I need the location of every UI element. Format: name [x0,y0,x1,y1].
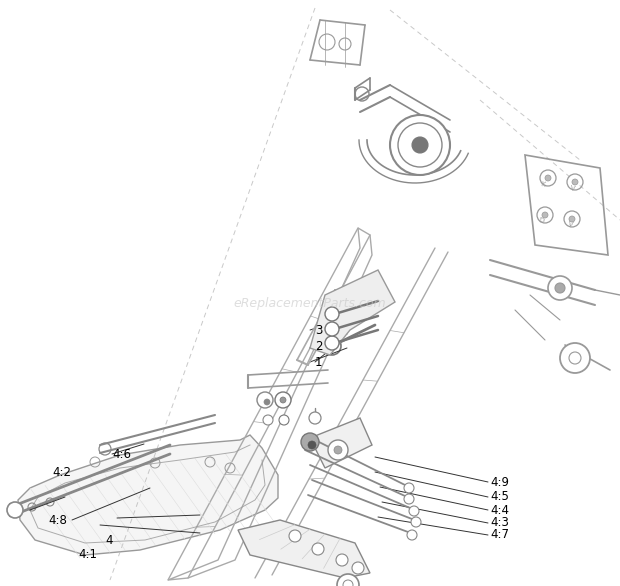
Circle shape [301,433,319,451]
Text: 4:5: 4:5 [490,490,509,503]
Text: 4:4: 4:4 [490,503,509,516]
Circle shape [324,326,340,342]
Text: 3: 3 [315,323,322,336]
Circle shape [337,574,359,586]
Polygon shape [310,418,372,468]
Circle shape [279,415,289,425]
Circle shape [569,216,575,222]
Circle shape [560,343,590,373]
Circle shape [398,123,442,167]
Circle shape [390,115,450,175]
Circle shape [264,399,270,405]
Circle shape [404,483,414,493]
Circle shape [409,506,419,516]
Circle shape [545,175,551,181]
Text: 4:8: 4:8 [48,513,67,526]
Circle shape [572,179,578,185]
Circle shape [275,392,291,408]
Circle shape [280,397,286,403]
Polygon shape [18,435,278,555]
Circle shape [7,502,23,518]
Text: V: V [570,185,576,192]
Text: 1: 1 [315,356,322,369]
Circle shape [257,392,273,408]
Circle shape [334,446,342,454]
Circle shape [325,307,339,321]
Circle shape [569,352,581,364]
Circle shape [289,530,301,542]
Circle shape [312,543,324,555]
Circle shape [325,322,339,336]
Polygon shape [310,270,395,355]
Text: V: V [568,221,574,227]
Circle shape [542,212,548,218]
Circle shape [411,517,421,527]
Text: 4:1: 4:1 [78,548,97,561]
Text: 4:9: 4:9 [490,475,509,489]
Circle shape [343,580,353,586]
Circle shape [325,336,339,350]
Text: 4:6: 4:6 [112,448,131,461]
Circle shape [548,276,572,300]
Circle shape [328,440,348,460]
Circle shape [352,562,364,574]
Circle shape [412,137,428,153]
Circle shape [323,337,341,355]
Circle shape [555,283,565,293]
Text: 4:2: 4:2 [52,465,71,479]
Circle shape [407,530,417,540]
Text: eReplacementParts.com: eReplacementParts.com [234,297,386,309]
Circle shape [263,415,273,425]
Circle shape [308,441,316,449]
Circle shape [404,494,414,504]
Circle shape [336,554,348,566]
Text: D: D [538,217,544,223]
Circle shape [309,412,321,424]
Text: 4:7: 4:7 [490,529,509,541]
Text: 4: 4 [105,533,112,547]
Text: 4:3: 4:3 [490,516,509,530]
Text: K: K [540,180,546,188]
Polygon shape [238,520,370,578]
Text: 2: 2 [315,340,322,353]
